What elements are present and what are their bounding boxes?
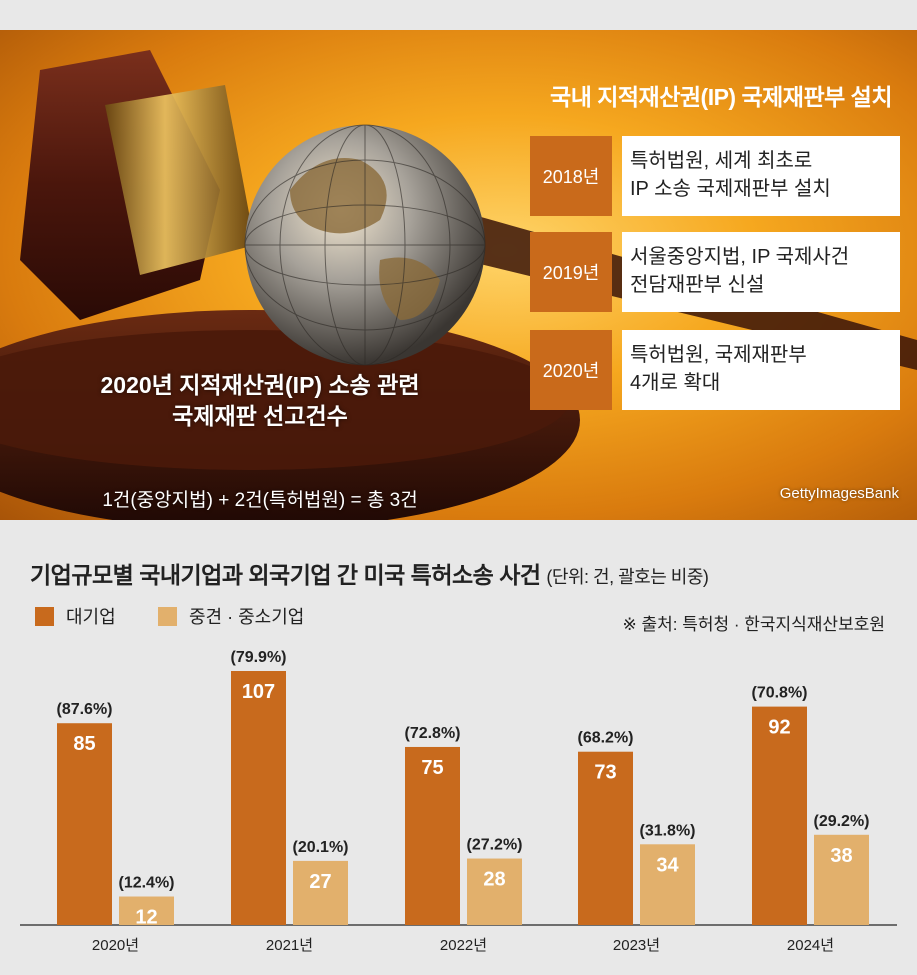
timeline-line: 4개로 확대 bbox=[630, 372, 721, 394]
bar-share-label: (31.8%) bbox=[639, 822, 695, 839]
timeline-description: 서울중앙지법, IP 국제사건 전담재판부 신설 bbox=[622, 232, 900, 312]
bar-value-label: 12 bbox=[135, 907, 157, 929]
hero-image-panel: 국내 지적재산권(IP) 국제재판부 설치 2018년 특허법원, 세계 최초로… bbox=[0, 30, 917, 520]
timeline-row: 2020년 특허법원, 국제재판부 4개로 확대 bbox=[530, 330, 900, 410]
timeline-row: 2019년 서울중앙지법, IP 국제사건 전담재판부 신설 bbox=[530, 232, 900, 312]
bar-share-label: (79.9%) bbox=[230, 649, 286, 666]
bar-value-label: 75 bbox=[421, 757, 443, 779]
bar-share-label: (68.2%) bbox=[577, 730, 633, 747]
timeline-year: 2018년 bbox=[530, 136, 612, 216]
bar-share-label: (87.6%) bbox=[56, 701, 112, 718]
chart-unit-note: (단위: 건, 괄호는 비중) bbox=[546, 567, 709, 587]
bar bbox=[467, 858, 522, 925]
bar-value-label: 107 bbox=[242, 681, 275, 703]
bar-value-label: 92 bbox=[768, 717, 790, 739]
timeline-line: IP 소송 국제재판부 설치 bbox=[630, 178, 831, 200]
legend-item-sme: 중견 · 중소기업 bbox=[158, 603, 304, 629]
bar-share-label: (20.1%) bbox=[292, 839, 348, 856]
chart-title-text: 기업규모별 국내기업과 외국기업 간 미국 특허소송 사건 bbox=[30, 562, 541, 588]
bar-share-label: (72.8%) bbox=[404, 725, 460, 742]
timeline-line: 특허법원, 국제재판부 bbox=[630, 344, 807, 366]
bar-value-label: 38 bbox=[830, 845, 852, 867]
bar bbox=[231, 671, 286, 925]
image-credit: GettyImagesBank bbox=[779, 485, 899, 502]
bar bbox=[119, 896, 174, 925]
source-note: ※ 출처: 특허청 · 한국지식재산보호원 bbox=[622, 615, 885, 634]
bar-value-label: 27 bbox=[309, 871, 331, 893]
chart-title: 기업규모별 국내기업과 외국기업 간 미국 특허소송 사건 (단위: 건, 괄호… bbox=[30, 556, 709, 590]
x-tick-label: 2020년 bbox=[92, 937, 139, 954]
ip-case-count: 1건(중앙지법) + 2건(특허법원) = 총 3건 bbox=[102, 490, 418, 511]
bar bbox=[405, 746, 460, 925]
timeline-title: 국내 지적재산권(IP) 국제재판부 설치 bbox=[550, 84, 892, 110]
ip-case-title-line: 국제재판 선고건수 bbox=[172, 403, 348, 429]
bar-share-label: (27.2%) bbox=[466, 837, 522, 854]
bar bbox=[578, 751, 633, 925]
timeline-year: 2020년 bbox=[530, 330, 612, 410]
legend-label: 중견 · 중소기업 bbox=[189, 607, 305, 627]
timeline-year: 2019년 bbox=[530, 232, 612, 312]
bar-value-label: 73 bbox=[594, 762, 616, 784]
bar-share-label: (70.8%) bbox=[751, 685, 807, 702]
bar-value-label: 28 bbox=[483, 869, 505, 891]
legend-swatch bbox=[158, 606, 177, 626]
timeline-line: 서울중앙지법, IP 국제사건 bbox=[630, 246, 850, 268]
timeline-line: 전담재판부 신설 bbox=[630, 274, 765, 296]
x-tick-label: 2021년 bbox=[266, 937, 313, 954]
bar bbox=[640, 844, 695, 925]
legend-swatch bbox=[35, 606, 54, 626]
bar bbox=[752, 706, 807, 925]
x-tick-label: 2022년 bbox=[440, 937, 487, 954]
gavel-globe-illustration bbox=[0, 50, 917, 520]
bar bbox=[814, 834, 869, 925]
bar-chart: 85 (87.6%) 12 (12.4%) 2020년 107 (79.9%) 27 (20.1… bbox=[20, 649, 897, 954]
timeline-description: 특허법원, 국제재판부 4개로 확대 bbox=[622, 330, 900, 410]
bar-value-label: 85 bbox=[73, 733, 95, 755]
timeline-row: 2018년 특허법원, 세계 최초로 IP 소송 국제재판부 설치 bbox=[530, 136, 900, 216]
ip-case-title: 2020년 지적재산권(IP) 소송 관련 국제재판 선고건수 bbox=[40, 370, 480, 432]
timeline-description: 특허법원, 세계 최초로 IP 소송 국제재판부 설치 bbox=[622, 136, 900, 216]
x-tick-label: 2024년 bbox=[787, 937, 834, 954]
ip-case-title-line: 2020년 지적재산권(IP) 소송 관련 bbox=[100, 372, 420, 398]
bar-value-label: 34 bbox=[656, 854, 679, 876]
timeline-line: 특허법원, 세계 최초로 bbox=[630, 150, 813, 172]
bar-share-label: (12.4%) bbox=[118, 875, 174, 892]
legend-item-large: 대기업 bbox=[35, 603, 116, 629]
bar bbox=[57, 723, 112, 925]
bar-share-label: (29.2%) bbox=[813, 813, 869, 830]
legend-label: 대기업 bbox=[66, 607, 116, 627]
bar bbox=[293, 860, 348, 925]
x-tick-label: 2023년 bbox=[613, 937, 660, 954]
